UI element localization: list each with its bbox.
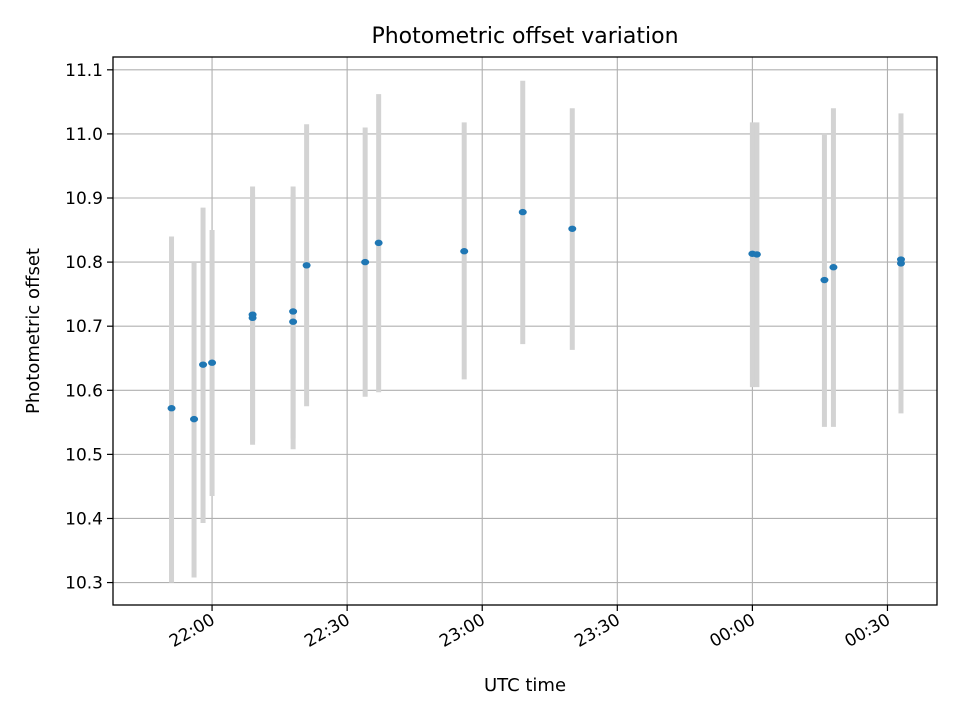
data-points	[167, 208, 905, 423]
y-tick-label: 10.4	[65, 509, 103, 529]
y-tick-label: 11.1	[65, 61, 103, 81]
chart-title: Photometric offset variation	[371, 24, 678, 49]
y-tick-label: 10.3	[65, 574, 103, 594]
data-point	[460, 248, 469, 255]
data-point	[361, 258, 370, 266]
data-point	[289, 318, 298, 325]
y-tick-label: 10.6	[65, 381, 103, 401]
data-point	[829, 264, 838, 271]
data-point	[167, 405, 176, 412]
data-point	[374, 239, 383, 247]
data-point	[289, 308, 298, 315]
y-tick-label: 10.9	[65, 189, 103, 209]
y-tick-label: 10.7	[65, 317, 103, 337]
data-point	[248, 311, 257, 318]
data-point	[752, 251, 761, 258]
data-point	[568, 225, 577, 232]
data-point	[199, 361, 208, 368]
y-tick-label: 10.8	[65, 253, 103, 273]
y-axis-label: Photometric offset	[23, 248, 44, 414]
data-point	[896, 256, 905, 263]
x-axis-label: UTC time	[484, 675, 566, 696]
y-axis-ticks: 10.3 10.4 10.5 10.6 10.7 10.8 10.9 11.0 11.1	[65, 61, 113, 594]
data-point	[302, 262, 311, 269]
data-point	[208, 359, 217, 366]
data-point	[518, 208, 527, 216]
data-point	[190, 415, 199, 423]
y-tick-label: 11.0	[65, 125, 103, 145]
plot-frame	[112, 56, 938, 606]
y-tick-label: 10.5	[65, 445, 103, 465]
data-point	[820, 276, 829, 284]
